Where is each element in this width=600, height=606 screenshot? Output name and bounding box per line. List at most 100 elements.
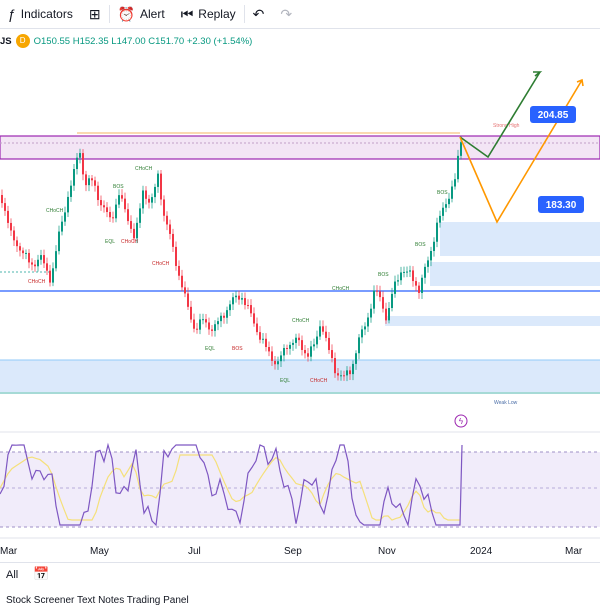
open-value: O150.55 <box>33 35 71 47</box>
candle-body <box>10 222 12 231</box>
candle-body <box>13 230 15 241</box>
candle-body <box>250 305 252 314</box>
candle-body <box>166 215 168 225</box>
candle-body <box>52 268 54 283</box>
x-axis-label: Mar <box>565 546 583 557</box>
candle-body <box>436 222 438 242</box>
alert-icon: ⏰ <box>117 5 135 22</box>
x-axis-label: Nov <box>378 546 396 557</box>
bottom-bar: All 📅 Stock Screener Text Notes Trading … <box>0 562 600 606</box>
candle-body <box>340 375 342 377</box>
candle-body <box>394 281 396 294</box>
candle-body <box>283 347 285 356</box>
candle-body <box>403 271 405 273</box>
candle-body <box>418 285 420 293</box>
candle-body <box>241 298 243 300</box>
choch-bear-label: CHoCH <box>152 261 170 267</box>
candle-body <box>343 375 345 377</box>
bottom-panel-tabs[interactable]: Stock Screener Text Notes Trading Panel <box>6 595 189 606</box>
data-source-badge: D <box>15 34 30 48</box>
pullback-arrowhead <box>576 78 584 87</box>
candle-body <box>145 190 147 199</box>
candle-body <box>406 271 408 273</box>
candle-body <box>133 228 135 239</box>
candle-body <box>187 293 189 307</box>
symbol-name[interactable]: JS <box>0 35 12 47</box>
candle-body <box>379 291 381 298</box>
top-toolbar: ƒ Indicators ⊞ ⏰ Alert ⏮ Replay ↶ ↷ <box>0 0 600 29</box>
alert-button[interactable]: ⏰ Alert <box>110 0 173 28</box>
toolbar-divider <box>108 5 110 23</box>
candle-body <box>391 293 393 309</box>
lightning-glyph: ϟ <box>459 417 464 426</box>
all-range-button[interactable]: All <box>6 569 19 581</box>
candle-body <box>415 281 417 286</box>
candle-body <box>451 186 453 199</box>
candle-body <box>118 195 120 205</box>
undo-icon: ↶ <box>252 5 265 22</box>
candle-body <box>181 275 183 288</box>
candle-body <box>328 337 330 351</box>
candle-body <box>103 205 105 208</box>
indicators-button[interactable]: ƒ Indicators <box>0 0 81 28</box>
candle-body <box>295 337 297 343</box>
candles-group <box>1 136 462 382</box>
candle-body <box>151 197 153 203</box>
calendar-icon[interactable]: 📅 <box>33 566 50 581</box>
candle-body <box>205 319 207 323</box>
candle-body <box>412 270 414 282</box>
candle-body <box>331 350 333 359</box>
candle-body <box>274 360 276 365</box>
candle-body <box>259 332 261 340</box>
candle-body <box>430 251 432 261</box>
candle-body <box>235 295 237 298</box>
candle-body <box>97 185 99 201</box>
candle-body <box>277 361 279 365</box>
redo-icon: ↷ <box>280 5 293 22</box>
layout-button[interactable]: ⊞ <box>81 0 109 28</box>
demand-zone <box>0 360 600 392</box>
redo-button[interactable]: ↷ <box>272 0 300 28</box>
candle-body <box>139 208 141 223</box>
candle-body <box>433 241 435 252</box>
candle-body <box>94 180 96 186</box>
indicators-label: Indicators <box>20 7 73 21</box>
candle-body <box>19 246 21 251</box>
replay-button[interactable]: ⏮ Replay <box>173 0 244 28</box>
undo-button[interactable]: ↶ <box>245 0 273 28</box>
replay-icon: ⏮ <box>180 5 194 22</box>
candle-body <box>268 347 270 352</box>
bos-label: BOS <box>378 272 389 278</box>
candle-body <box>1 195 3 204</box>
candle-body <box>172 233 174 247</box>
candle-body <box>385 308 387 321</box>
price-tag-upper-text: 204.85 <box>538 110 569 121</box>
ohlc-values: O150.55 H152.35 L147.00 C151.70 +2.30 (+… <box>34 36 253 47</box>
candle-body <box>202 319 204 321</box>
candle-body <box>397 280 399 282</box>
candle-body <box>16 240 18 247</box>
choch-bear-label: CHoCH <box>310 378 328 384</box>
candle-body <box>382 297 384 309</box>
candle-body <box>214 324 216 331</box>
candle-body <box>112 217 114 219</box>
candle-body <box>28 252 30 263</box>
candle-body <box>7 210 9 223</box>
candle-body <box>196 328 198 330</box>
candle-body <box>142 190 144 209</box>
price-tag-lower-text: 183.30 <box>546 200 577 211</box>
candle-body <box>262 338 264 340</box>
candle-body <box>226 310 228 318</box>
candle-body <box>307 353 309 357</box>
candle-body <box>130 221 132 229</box>
x-axis-label: May <box>90 546 109 557</box>
candle-body <box>64 212 66 222</box>
candle-body <box>40 255 42 260</box>
candle-body <box>301 340 303 350</box>
candle-body <box>400 272 402 281</box>
demand-zone <box>385 316 600 326</box>
bos-bear-label: BOS <box>232 346 243 352</box>
candle-body <box>67 196 69 213</box>
candle-body <box>439 215 441 223</box>
